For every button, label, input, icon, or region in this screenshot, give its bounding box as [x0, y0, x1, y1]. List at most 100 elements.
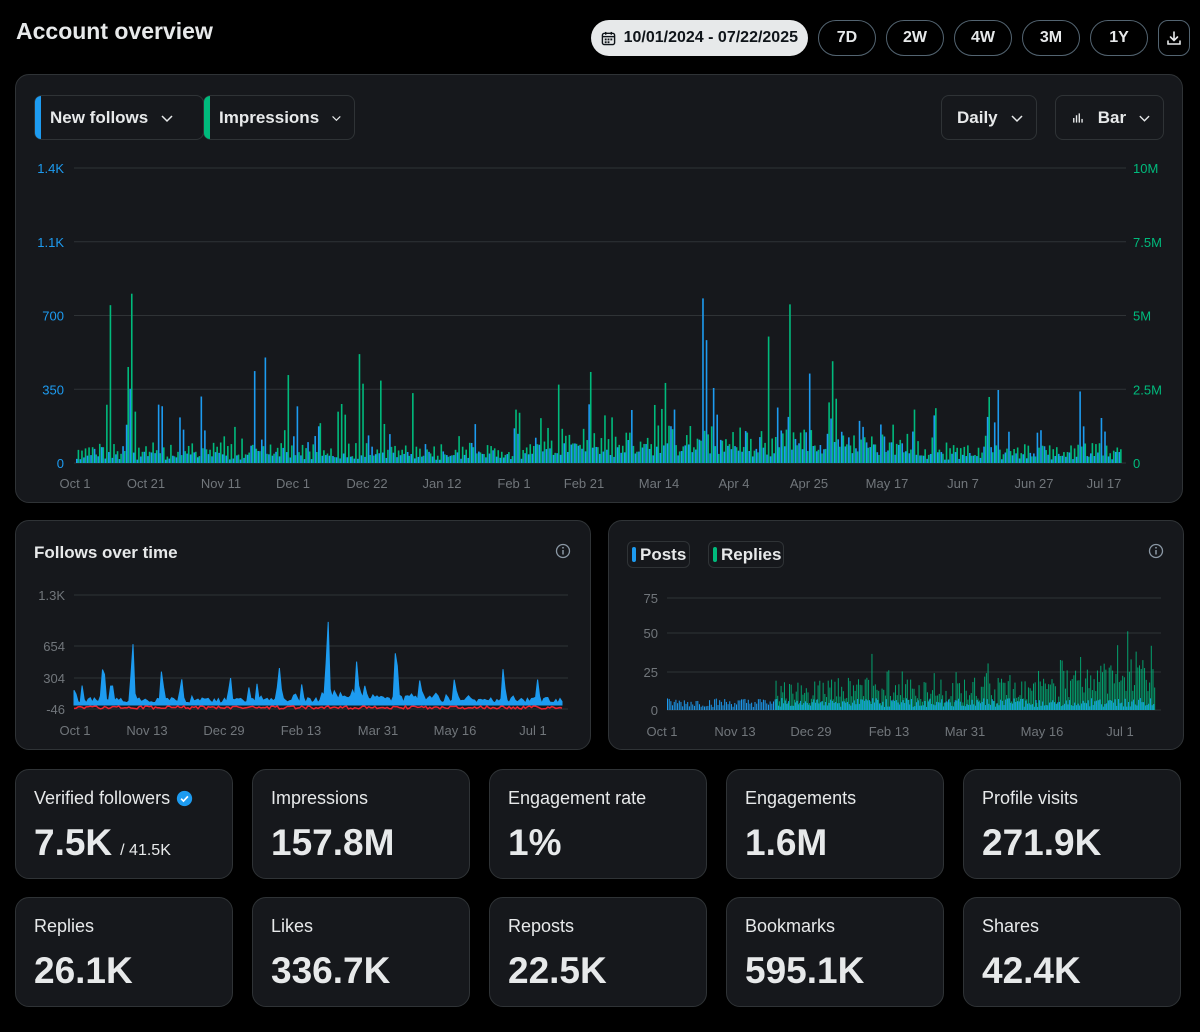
posts-bar: [911, 699, 912, 710]
impressions-bar: [209, 449, 211, 463]
impressions-bar: [323, 450, 325, 463]
new-follows-bar: [769, 456, 772, 463]
posts-bar: [1099, 699, 1101, 710]
new-follows-bar: [157, 404, 160, 463]
posts-bar: [818, 703, 820, 710]
replies-bar: [900, 695, 902, 710]
impressions-bar: [483, 454, 485, 463]
new-follows-bar: [495, 456, 498, 463]
metric-select-impressions[interactable]: Impressions: [203, 95, 355, 140]
impressions-bar: [291, 445, 293, 463]
new-follows-bar: [428, 451, 430, 463]
stat-engagements[interactable]: Engagements 1.6M: [726, 769, 944, 879]
stat-likes[interactable]: Likes 336.7K: [252, 897, 470, 1007]
range-2w-button[interactable]: 2W: [886, 20, 944, 56]
new-follows-bar: [691, 452, 694, 463]
impressions-bar: [1002, 454, 1005, 463]
new-follows-bar: [118, 459, 121, 463]
range-4w-button[interactable]: 4W: [954, 20, 1012, 56]
replies-bar: [952, 683, 954, 710]
stat-bookmarks[interactable]: Bookmarks 595.1K: [726, 897, 944, 1007]
stat-shares[interactable]: Shares 42.4K: [963, 897, 1181, 1007]
impressions-bar: [508, 452, 510, 463]
new-follows-bar: [150, 452, 153, 463]
stat-reposts[interactable]: Reposts 22.5K: [489, 897, 707, 1007]
stat-profile-visits[interactable]: Profile visits 271.9K: [963, 769, 1181, 879]
replies-bar: [1019, 695, 1021, 710]
posts-bar: [964, 706, 966, 710]
posts-bar: [673, 701, 675, 710]
impressions-bar: [639, 441, 642, 463]
posts-bar: [737, 700, 739, 710]
x-axis-tick-label: Oct 21: [127, 476, 165, 491]
replies-bar: [841, 686, 843, 710]
impressions-bar: [782, 433, 784, 463]
info-icon[interactable]: [1148, 543, 1164, 559]
new-follows-bar: [588, 404, 590, 463]
posts-bar: [958, 698, 960, 710]
new-follows-bar: [207, 454, 210, 463]
stat-impressions[interactable]: Impressions 157.8M: [252, 769, 470, 879]
impressions-bar: [1063, 452, 1065, 463]
chart-type-select[interactable]: Bar: [1055, 95, 1164, 140]
replies-bar: [967, 699, 969, 710]
new-follows-bar: [261, 439, 263, 463]
posts-bar: [688, 706, 690, 710]
new-follows-bar: [228, 459, 231, 463]
x-axis-tick-label: Oct 1: [646, 724, 677, 739]
new-follows-bar: [862, 426, 864, 463]
replies-bar: [1140, 668, 1142, 710]
metric-select-new-follows[interactable]: New follows: [34, 95, 204, 140]
new-follows-bar: [641, 447, 644, 463]
range-1y-button[interactable]: 1Y: [1090, 20, 1148, 56]
posts-bar: [794, 702, 796, 710]
impressions-bar: [849, 445, 852, 463]
impressions-bar: [1091, 443, 1094, 463]
posts-bar: [1101, 704, 1103, 710]
impressions-bar: [298, 452, 300, 463]
replies-bar: [854, 690, 856, 710]
impressions-bar: [785, 429, 788, 463]
replies-bar: [878, 690, 880, 710]
range-7d-button[interactable]: 7D: [818, 20, 876, 56]
posts-bar: [1065, 700, 1067, 710]
granularity-select[interactable]: Daily: [941, 95, 1037, 140]
new-follows-bar: [858, 420, 861, 463]
new-follows-bar: [79, 459, 82, 463]
range-3m-button[interactable]: 3M: [1022, 20, 1080, 56]
date-range-picker[interactable]: 10/01/2024 - 07/22/2025: [590, 20, 808, 56]
info-icon[interactable]: [555, 543, 571, 559]
new-follows-bar: [534, 437, 537, 463]
new-follows-bar: [581, 448, 583, 463]
impressions-bar: [739, 427, 741, 463]
stat-verified-followers[interactable]: Verified followers 7.5K/ 41.5K: [15, 769, 233, 879]
new-follows-bar: [727, 445, 729, 463]
new-follows-bar: [431, 456, 434, 463]
legend-replies[interactable]: Replies: [708, 541, 784, 568]
impressions-bar: [885, 451, 887, 463]
impressions-bar: [888, 442, 891, 463]
new-follows-bar: [438, 459, 441, 463]
impressions-bar: [746, 432, 749, 463]
replies-bar: [1107, 693, 1109, 710]
posts-bar: [672, 705, 674, 710]
x-axis-tick-label: Mar 31: [358, 723, 398, 738]
replies-bar: [827, 680, 829, 710]
stat-engagement-rate[interactable]: Engagement rate 1%: [489, 769, 707, 879]
stat-replies[interactable]: Replies 26.1K: [15, 897, 233, 1007]
posts-bar: [917, 700, 919, 710]
new-follows-bar: [876, 452, 879, 463]
legend-posts[interactable]: Posts: [627, 541, 690, 568]
impressions-bar: [828, 402, 830, 463]
posts-bar: [979, 703, 981, 710]
replies-bar: [826, 696, 828, 710]
replies-bar: [970, 693, 972, 710]
replies-bar: [787, 702, 789, 710]
posts-bar: [968, 704, 970, 710]
replies-bar: [1105, 669, 1107, 710]
posts-bar: [732, 706, 734, 710]
posts-bar: [860, 699, 862, 710]
download-button[interactable]: [1158, 20, 1190, 56]
posts-bar: [971, 699, 973, 710]
replies-bar: [1064, 688, 1066, 710]
